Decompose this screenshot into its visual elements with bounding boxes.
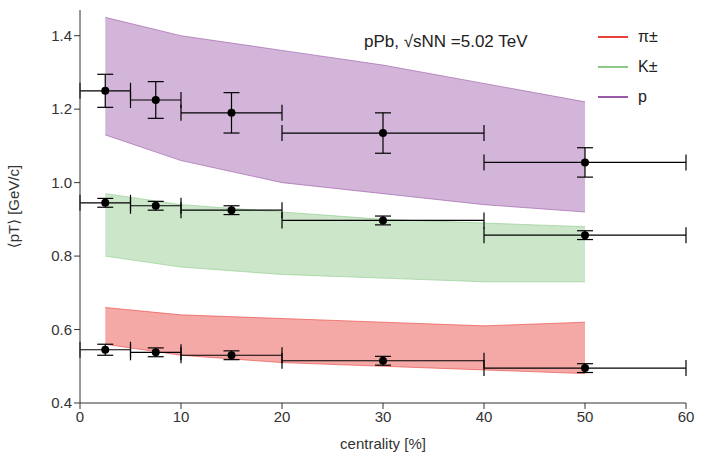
svg-text:30: 30	[375, 408, 392, 425]
html-text:π±: π±	[638, 28, 658, 45]
svg-text:40: 40	[476, 408, 493, 425]
html-text:pPb, √sNN =5.02 TeV: pPb, √sNN =5.02 TeV	[364, 32, 528, 51]
svg-text:0.4: 0.4	[51, 394, 72, 411]
html-text:p: p	[638, 88, 647, 105]
svg-text:60: 60	[678, 408, 695, 425]
svg-text:0: 0	[76, 408, 84, 425]
svg-text:1.4: 1.4	[51, 27, 72, 44]
svg-text:⟨pT⟩ [GeV/c]: ⟨pT⟩ [GeV/c]	[5, 165, 22, 248]
html-text:K±: K±	[638, 58, 658, 75]
svg-text:1.2: 1.2	[51, 100, 72, 117]
svg-text:50: 50	[577, 408, 594, 425]
svg-text:0.8: 0.8	[51, 247, 72, 264]
svg-text:10: 10	[173, 408, 190, 425]
svg-text:20: 20	[274, 408, 291, 425]
svg-text:centrality [%]: centrality [%]	[340, 435, 426, 452]
svg-text:1.0: 1.0	[51, 174, 72, 191]
svg-text:0.6: 0.6	[51, 321, 72, 338]
